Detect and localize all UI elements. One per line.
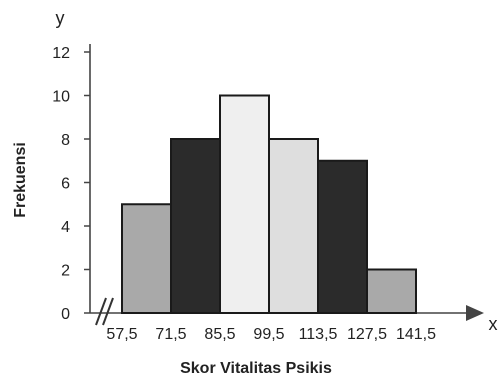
histogram-bar-5 — [317, 159, 368, 314]
x-tick-label: 85,5 — [204, 326, 235, 343]
x-axis-arrow — [466, 305, 484, 321]
x-tick-label: 141,5 — [396, 326, 436, 343]
y-axis-title: Frekuensi — [12, 142, 29, 218]
x-axis-letter: x — [489, 314, 498, 334]
y-tick-label: 4 — [61, 219, 70, 236]
histogram-bar-1 — [121, 203, 172, 314]
x-tick-label: 57,5 — [106, 326, 137, 343]
histogram-bar-3 — [219, 94, 270, 314]
bars-group — [121, 94, 417, 314]
histogram-bar-4 — [268, 138, 319, 314]
histogram-bar-6 — [366, 268, 417, 314]
histogram-bar-2 — [170, 138, 221, 314]
y-tick-label: 8 — [61, 132, 70, 149]
x-tick-label: 71,5 — [155, 326, 186, 343]
x-ticks-group: 57,5 71,5 85,5 99,5 113,5 127,5 141,5 — [106, 326, 436, 343]
axis-break-mark — [102, 297, 114, 326]
y-tick-label: 10 — [52, 89, 70, 106]
y-tick-label: 12 — [52, 45, 70, 62]
x-tick-label: 99,5 — [253, 326, 284, 343]
x-tick-label: 113,5 — [299, 326, 338, 343]
axis-break-mark — [95, 297, 107, 326]
y-axis-letter: y — [56, 8, 65, 28]
y-ticks-group: 0 2 4 6 8 10 12 — [52, 45, 90, 323]
y-tick-label: 0 — [61, 306, 70, 323]
y-tick-label: 2 — [61, 263, 70, 280]
x-axis-title: Skor Vitalitas Psikis — [180, 360, 332, 376]
x-tick-label: 127,5 — [347, 326, 387, 343]
y-tick-label: 6 — [61, 176, 70, 193]
